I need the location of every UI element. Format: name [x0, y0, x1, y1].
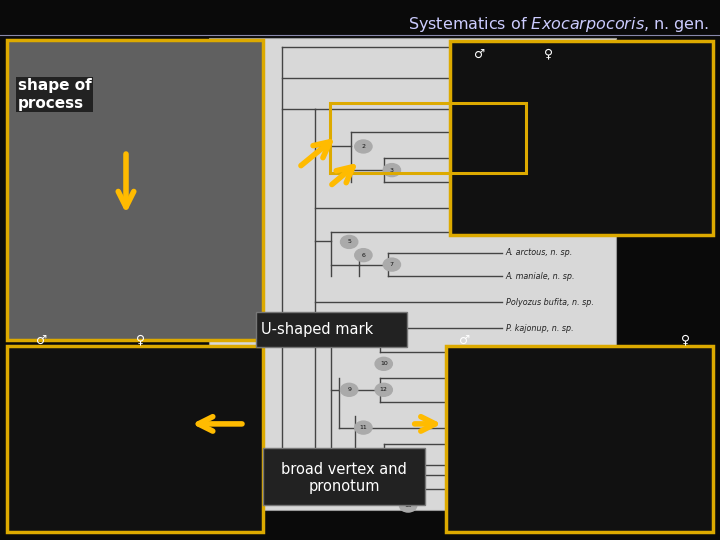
Text: 15: 15 [404, 503, 412, 508]
Text: ♂: ♂ [459, 334, 471, 347]
Text: P. kajonup, n. sp.: P. kajonup, n. sp. [505, 324, 573, 333]
Text: ♀: ♀ [680, 334, 690, 347]
Text: A. arctous, n. sp.: A. arctous, n. sp. [505, 248, 573, 257]
Circle shape [400, 499, 417, 512]
Circle shape [375, 357, 392, 370]
Circle shape [355, 140, 372, 153]
Text: P. tridens, n. sp.: P. tridens, n. sp. [505, 397, 570, 406]
Text: Campylomma sp.: Campylomma sp. [505, 43, 575, 52]
Text: 12: 12 [379, 387, 387, 393]
Text: broad vertex and
pronotum: broad vertex and pronotum [282, 462, 407, 494]
Circle shape [390, 478, 407, 491]
Circle shape [341, 383, 358, 396]
Text: P. leeuwin, n. sp.: P. leeuwin, n. sp. [505, 348, 572, 356]
Text: ♀: ♀ [136, 334, 145, 347]
Text: ♂: ♂ [36, 334, 48, 347]
Text: P. kunringgai, n. sp.: P. kunringgai, n. sp. [505, 449, 584, 458]
Text: 6: 6 [361, 253, 365, 258]
Text: ♀: ♀ [544, 48, 553, 60]
Text: 10: 10 [380, 361, 387, 366]
Text: P. gaidanus, Eyles & Schuh: P. gaidanus, Eyles & Schuh [505, 513, 613, 522]
Bar [7, 346, 263, 532]
Text: A. carolus, n. sp.: A. carolus, n. sp. [505, 227, 572, 236]
Text: Polyozus bufita, n. sp.: Polyozus bufita, n. sp. [505, 298, 593, 307]
Circle shape [341, 235, 358, 248]
Text: Ancoraphylius muski, n. sp.: Ancoraphylius muski, n. sp. [505, 204, 616, 212]
Text: 14: 14 [394, 482, 402, 487]
Bar [209, 38, 616, 510]
Text: Xipholdes sp.: Xipholdes sp. [505, 104, 559, 113]
Text: P. australianus (Carvalho): P. australianus (Carvalho) [505, 491, 608, 501]
Circle shape [341, 334, 358, 347]
Text: Exocarpocoris praegracilis, n.sp.: Exocarpocoris praegracilis, n.sp. [505, 128, 635, 137]
Bar [446, 346, 713, 532]
Text: E. tantulus, n. sp.: E. tantulus, n. sp. [505, 178, 575, 186]
Circle shape [355, 421, 372, 434]
Text: 9: 9 [347, 387, 351, 393]
Text: 5: 5 [347, 239, 351, 245]
Text: 11: 11 [359, 425, 367, 430]
Circle shape [383, 258, 400, 271]
Text: P. furcilia, n. sp.: P. furcilia, n. sp. [505, 374, 569, 382]
Bar [450, 40, 713, 235]
Text: Opuna annulatus (Knight): Opuna annulatus (Knight) [505, 73, 609, 83]
Text: 3: 3 [390, 167, 394, 173]
Text: 13: 13 [379, 462, 387, 467]
Text: U-shaped mark: U-shaped mark [261, 322, 373, 337]
Bar [7, 40, 263, 340]
Circle shape [375, 383, 392, 396]
Text: ♂: ♂ [474, 48, 485, 60]
Text: 8: 8 [347, 338, 351, 343]
Text: A. maniale, n. sp.: A. maniale, n. sp. [505, 272, 575, 281]
Text: P. manilla, n. sp.: P. manilla, n. sp. [505, 470, 571, 480]
Circle shape [375, 457, 392, 470]
Circle shape [383, 164, 400, 177]
Text: P. mina, n. sp.: P. mina, n. sp. [505, 423, 562, 432]
Text: shape of
process: shape of process [18, 78, 91, 111]
Text: 2: 2 [361, 144, 365, 149]
Bar [263, 448, 425, 505]
Bar [330, 103, 526, 173]
Circle shape [355, 248, 372, 261]
Text: E. aurum, n. sp.: E. aurum, n. sp. [505, 154, 569, 163]
Bar [256, 312, 407, 347]
Text: Systematics of $\it{Exocarpocoris}$, n. gen.: Systematics of $\it{Exocarpocoris}$, n. … [408, 15, 709, 34]
Text: 7: 7 [390, 262, 394, 267]
